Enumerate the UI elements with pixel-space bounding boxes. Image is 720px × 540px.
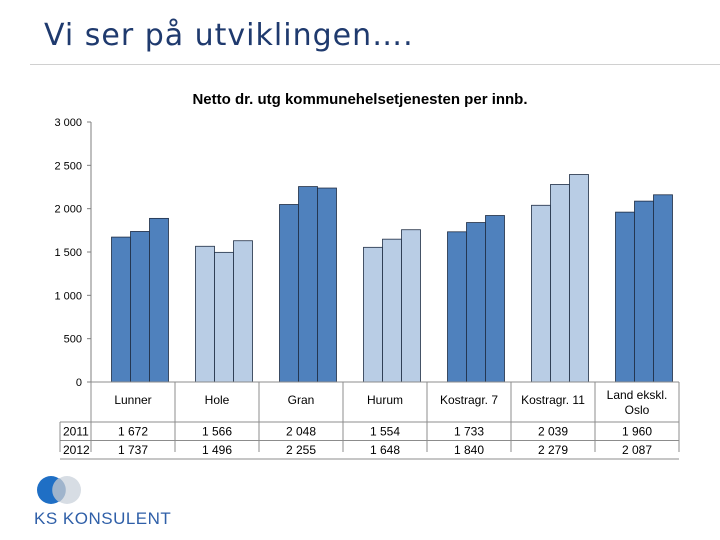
logo-circles-icon: [37, 476, 81, 504]
category-label: Kostragr. 7: [440, 393, 498, 407]
table-cell: 2 087: [622, 443, 652, 457]
bar-2011: [531, 204, 551, 383]
title-divider: [30, 64, 720, 65]
table-row-label: 2011: [63, 425, 89, 439]
category-label: Gran: [288, 393, 315, 407]
y-tick-label: 1 000: [54, 290, 82, 302]
chart-title: Netto dr. utg kommunehelsetjenesten per …: [192, 91, 527, 108]
bar-2013: [401, 229, 421, 383]
bar-2012: [214, 251, 234, 383]
table-cell: 1 960: [622, 425, 652, 439]
category-label: Land ekskl. Oslo: [607, 388, 668, 417]
category-label: Kostragr. 11: [521, 393, 585, 407]
bar-2011: [363, 246, 383, 383]
bar-2011: [279, 204, 299, 383]
bar-2013: [149, 217, 169, 383]
bar-2012: [466, 222, 486, 383]
bar-2011: [447, 231, 467, 383]
bar-2013: [317, 187, 337, 383]
table-cell: 1 566: [202, 425, 232, 439]
bar-2011: [615, 211, 635, 383]
y-tick-label: 1 500: [54, 247, 82, 259]
bar-2012: [298, 186, 318, 383]
y-tick-label: 3 000: [54, 117, 82, 129]
bar-2013: [569, 174, 589, 383]
bar-2012: [382, 238, 402, 383]
table-cell: 2 255: [286, 443, 316, 457]
table-cell: 2 048: [286, 425, 316, 439]
y-tick-label: 2 000: [54, 204, 82, 216]
table-cell: 1 840: [454, 443, 484, 457]
ks-logo: [34, 474, 86, 513]
y-tick-label: 500: [64, 334, 82, 346]
slide-title: Vi ser på utviklingen….: [44, 18, 414, 53]
bar-2011: [195, 245, 215, 383]
bar-2013: [233, 240, 253, 383]
logo-text: KS KONSULENT: [34, 509, 172, 528]
bar-2013: [653, 194, 673, 383]
table-cell: 1 672: [118, 425, 148, 439]
table-row-label: 2012: [63, 443, 90, 457]
bar-2012: [130, 231, 150, 383]
y-tick-label: 0: [76, 377, 82, 389]
bar-2011: [111, 236, 131, 383]
table-cell: 2 279: [538, 443, 568, 457]
table-cell: 2 039: [538, 425, 568, 439]
table-cell: 1 737: [118, 443, 148, 457]
y-tick-label: 2 500: [54, 160, 82, 172]
table-cell: 1 733: [454, 425, 484, 439]
bar-2013: [485, 215, 505, 383]
bar-2012: [550, 184, 570, 383]
category-label: Lunner: [114, 393, 151, 407]
bar-2012: [634, 200, 654, 383]
table-cell: 1 648: [370, 443, 400, 457]
table-cell: 1 554: [370, 425, 400, 439]
category-label: Hurum: [367, 393, 403, 407]
category-label: Hole: [205, 393, 230, 407]
table-cell: 1 496: [202, 443, 232, 457]
